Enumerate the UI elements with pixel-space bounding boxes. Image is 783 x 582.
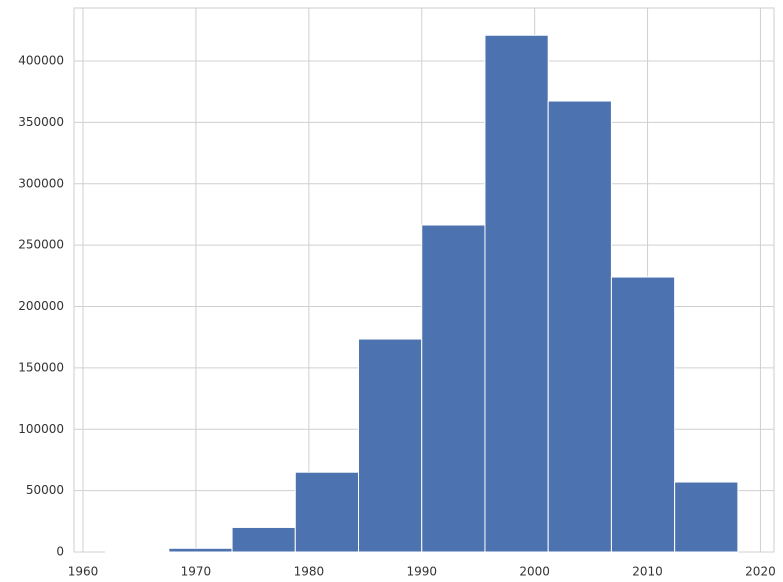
- x-tick-label: 2020: [745, 565, 776, 579]
- y-tick-label: 150000: [18, 360, 64, 374]
- bar: [610, 276, 676, 553]
- x-tick-label: 1970: [181, 565, 212, 579]
- y-tick-label: 100000: [18, 422, 64, 436]
- x-tick-label: 1990: [406, 565, 437, 579]
- bar: [484, 34, 549, 553]
- y-tick-label: 400000: [18, 54, 64, 68]
- bar: [674, 481, 739, 553]
- x-tick-label: 2010: [632, 565, 663, 579]
- bar: [294, 471, 360, 553]
- bar: [358, 338, 423, 553]
- x-tick-label: 1980: [294, 565, 325, 579]
- bar: [231, 526, 296, 553]
- x-tick-label: 2000: [519, 565, 550, 579]
- bar: [168, 547, 233, 553]
- bar: [547, 100, 612, 553]
- bar: [421, 224, 486, 553]
- y-tick-label: 50000: [26, 483, 64, 497]
- y-tick-label: 200000: [18, 299, 64, 313]
- x-tick-label: 1960: [68, 565, 99, 579]
- y-tick-label: 0: [56, 545, 64, 559]
- y-tick-label: 300000: [18, 176, 64, 190]
- y-tick-label: 350000: [18, 115, 64, 129]
- y-tick-label: 250000: [18, 238, 64, 252]
